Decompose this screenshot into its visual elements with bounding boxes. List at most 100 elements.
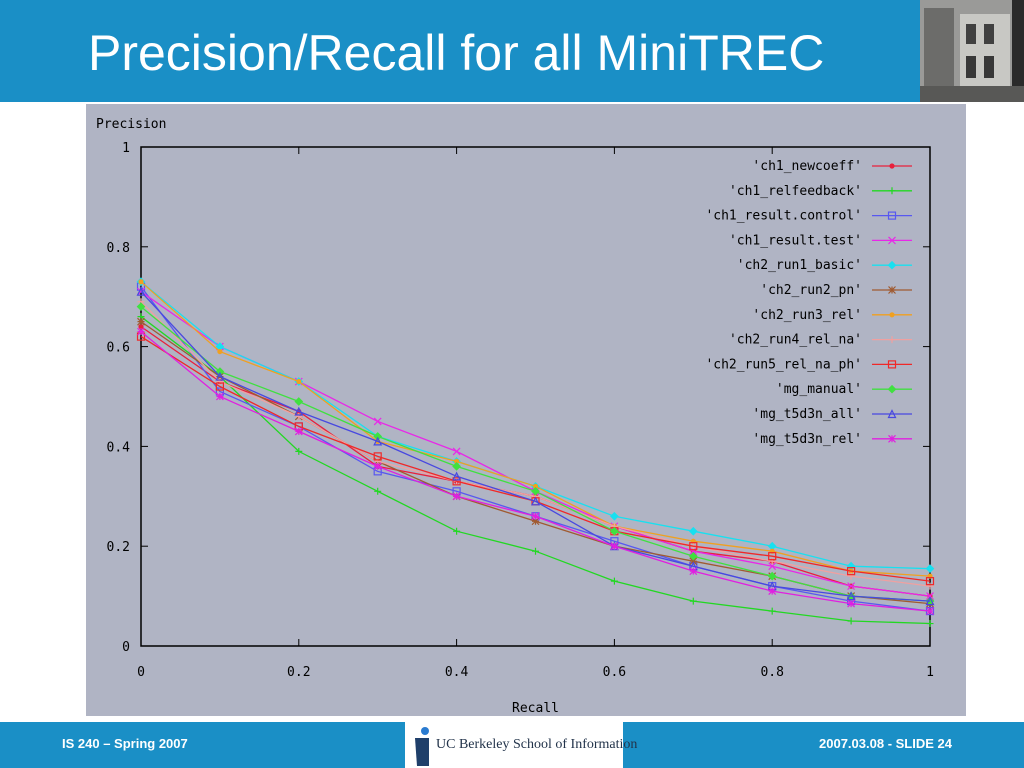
data-point — [768, 552, 777, 561]
y-tick-label: 0 — [122, 640, 130, 655]
x-tick-label: 0.4 — [445, 665, 469, 680]
logo-text: UC Berkeley School of Information — [436, 737, 638, 752]
legend-label: 'ch1_relfeedback' — [729, 184, 862, 199]
series-lines — [136, 277, 935, 628]
data-point — [925, 564, 935, 574]
slide-number: 2007.03.08 - SLIDE 24 — [819, 736, 952, 751]
slide-title: Precision/Recall for all MiniTREC — [88, 25, 825, 81]
data-point — [887, 260, 897, 270]
data-point — [689, 567, 698, 576]
data-point — [888, 286, 896, 294]
data-point — [294, 427, 303, 436]
data-point — [847, 617, 855, 625]
data-point — [767, 571, 777, 581]
y-tick-label: 0.2 — [107, 540, 130, 555]
data-point — [847, 582, 856, 591]
chart-container: 0 0.2 0.4 0.6 0.8 1 0 0.2 0.4 0.6 0.8 1 Precision Rec… — [86, 104, 966, 716]
data-point — [373, 436, 383, 446]
data-point — [136, 302, 146, 312]
data-point — [887, 384, 897, 394]
legend-label: 'ch2_run1_basic' — [737, 258, 862, 273]
data-point — [768, 557, 776, 565]
series-line — [140, 336, 931, 582]
building-photo — [920, 0, 1024, 102]
data-point — [888, 236, 896, 245]
legend-label: 'ch2_run5_rel_na_ph' — [705, 357, 862, 372]
legend-entry: 'ch1_result.test' — [729, 233, 912, 248]
data-point — [846, 591, 856, 601]
legend-entry: 'mg_manual' — [776, 382, 912, 397]
data-point — [846, 567, 856, 576]
data-point — [926, 607, 934, 615]
data-point — [610, 526, 619, 536]
legend-entry: 'ch2_run4_rel_na' — [729, 333, 912, 348]
data-point — [887, 211, 897, 220]
legend-label: 'ch2_run4_rel_na' — [729, 333, 862, 348]
data-point — [452, 447, 461, 456]
legend: 'ch1_newcoeff' 'ch1_relfeedback' 'ch1_resu… — [705, 159, 912, 447]
course-label: IS 240 – Spring 2007 — [62, 736, 188, 751]
data-point — [610, 511, 619, 521]
data-point — [926, 582, 934, 590]
school-logo: UC Berkeley School of Information — [405, 722, 637, 768]
data-point — [373, 462, 382, 471]
precision-recall-chart: 0 0.2 0.4 0.6 0.8 1 0 0.2 0.4 0.6 0.8 1 Precision Rec… — [96, 117, 935, 716]
legend-label: 'mg_manual' — [776, 382, 862, 397]
legend-label: 'mg_t5d3n_rel' — [752, 432, 862, 447]
legend-label: 'ch1_result.control' — [705, 209, 862, 224]
legend-entry: 'mg_t5d3n_rel' — [752, 432, 912, 447]
data-point — [888, 187, 896, 195]
data-point — [138, 324, 144, 330]
y-tick-label: 0.8 — [107, 241, 130, 256]
x-tick-label: 0.8 — [760, 665, 783, 680]
legend-label: 'ch2_run3_rel' — [752, 308, 862, 323]
data-point — [373, 417, 382, 426]
x-axis-label: Recall — [512, 701, 559, 716]
data-point — [887, 360, 897, 369]
data-point — [610, 542, 619, 551]
data-point — [216, 378, 224, 386]
legend-entry: 'ch1_result.control' — [705, 209, 912, 224]
data-point — [768, 587, 777, 596]
data-point — [215, 392, 224, 401]
series-11 — [137, 327, 934, 615]
data-point — [689, 557, 698, 566]
data-point — [452, 471, 462, 481]
series-9 — [136, 302, 935, 606]
data-point — [926, 620, 934, 628]
data-point — [295, 412, 303, 420]
data-point — [689, 542, 698, 551]
data-point — [374, 487, 382, 495]
data-point — [688, 526, 698, 536]
x-tick-label: 0.6 — [603, 665, 626, 680]
data-point — [217, 348, 223, 355]
data-point — [531, 496, 540, 506]
axes: 0 0.2 0.4 0.6 0.8 1 0 0.2 0.4 0.6 0.8 1 Precision Rec… — [96, 117, 934, 716]
data-point — [925, 577, 935, 586]
data-point — [373, 452, 382, 461]
data-point — [768, 562, 777, 571]
data-point — [531, 486, 540, 496]
plot-frame — [140, 146, 931, 647]
data-point — [453, 527, 461, 535]
data-point — [889, 163, 895, 169]
data-point — [531, 512, 540, 521]
legend-entry: 'ch2_run2_pn' — [760, 283, 912, 298]
data-point — [889, 312, 895, 318]
series-line — [140, 291, 931, 602]
legend-entry: 'ch2_run3_rel' — [752, 308, 912, 323]
data-point — [137, 317, 145, 326]
data-point — [452, 477, 461, 486]
data-point — [296, 378, 302, 385]
y-axis-label: Precision — [96, 117, 166, 132]
data-point — [452, 462, 461, 471]
y-tick-label: 1 — [122, 141, 130, 156]
x-tick-label: 0 — [137, 665, 145, 680]
data-point — [888, 434, 896, 443]
data-point — [888, 336, 896, 344]
slide-header: Precision/Recall for all MiniTREC — [0, 0, 1024, 102]
legend-entry: 'ch1_relfeedback' — [729, 184, 912, 199]
data-point — [689, 547, 698, 556]
y-tick-label: 0.4 — [107, 440, 131, 455]
data-point — [610, 577, 618, 585]
